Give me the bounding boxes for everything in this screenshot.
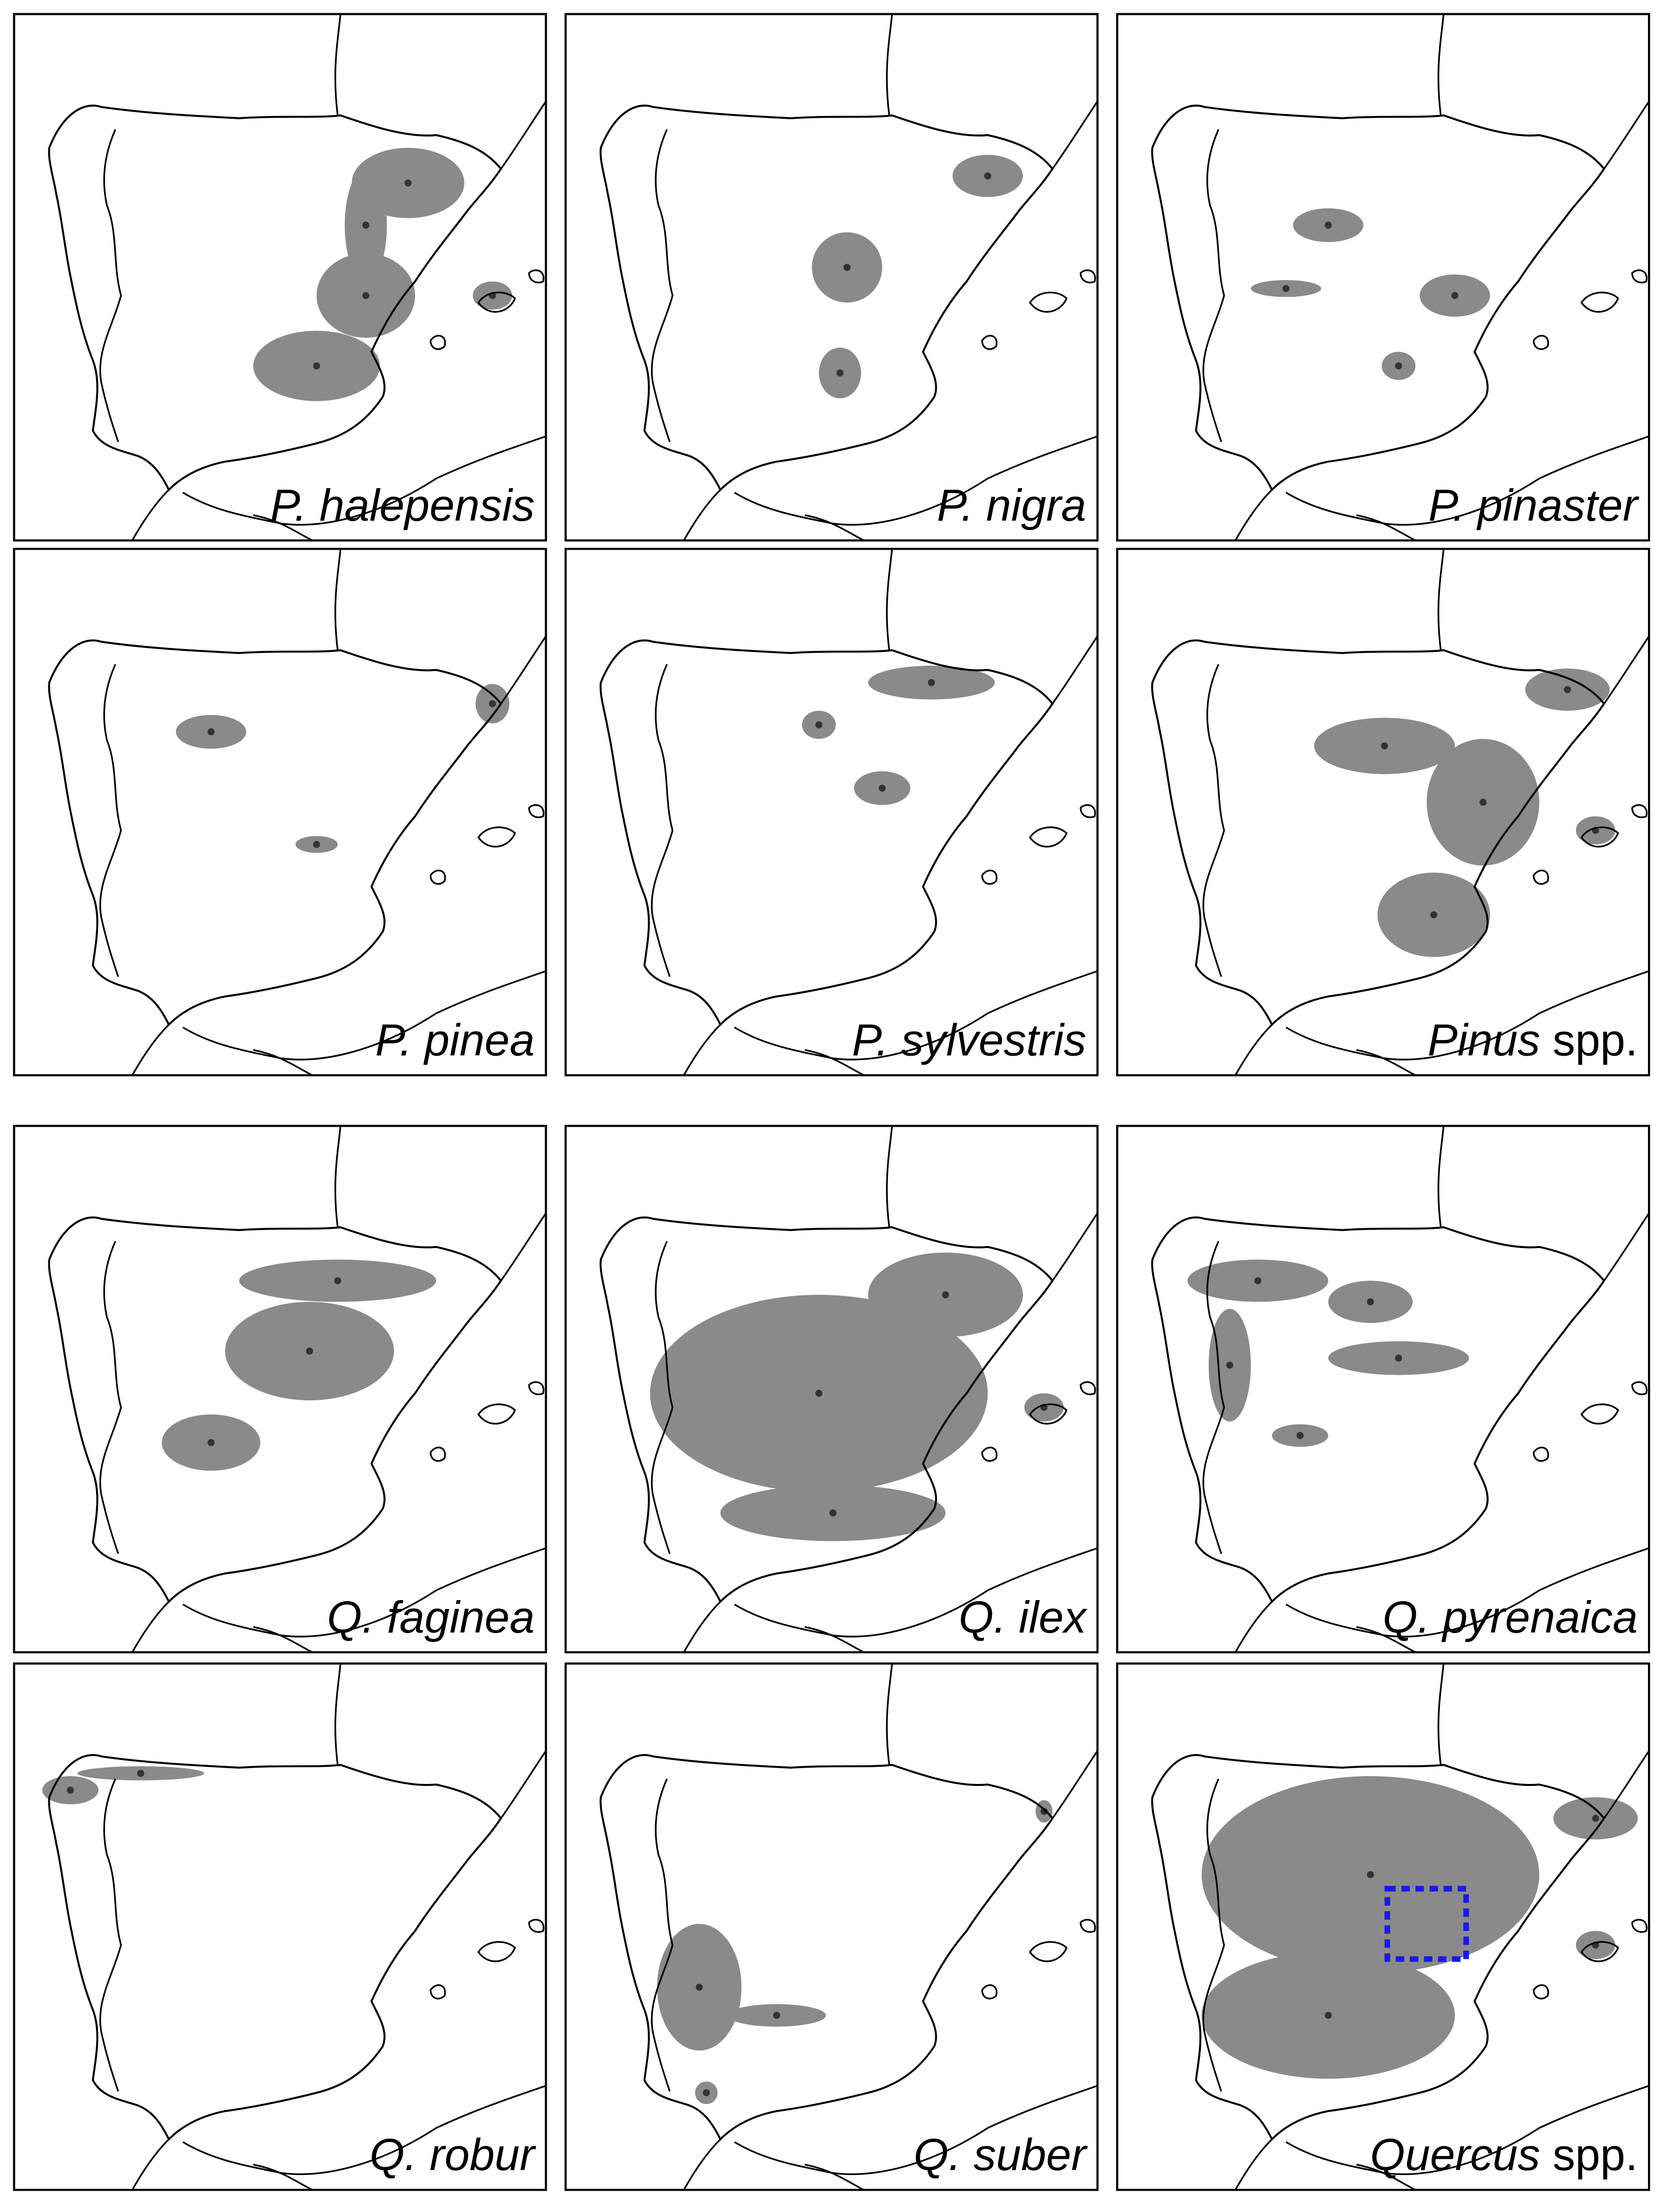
plot-point <box>1282 285 1290 292</box>
plot-point <box>1366 1298 1374 1306</box>
map-panel: P. pinea <box>13 548 547 1076</box>
panel-frame <box>564 548 1099 1076</box>
panel-frame <box>13 1662 547 2191</box>
panel-label: Q. ilex <box>959 1592 1088 1642</box>
plot-point <box>1479 798 1487 806</box>
panel-label: Q. suber <box>913 2130 1088 2180</box>
plot-point <box>67 1786 74 1794</box>
map-panel: Q. ilex <box>564 1125 1099 1654</box>
panel-frame <box>13 13 547 542</box>
map-panel: Pinus spp. <box>1116 548 1650 1076</box>
plot-point <box>773 2012 780 2019</box>
panel-frame <box>1116 13 1650 542</box>
panel-label: P. pinea <box>375 1015 534 1066</box>
panel-label: P. sylvestris <box>852 1015 1086 1066</box>
plot-point <box>696 1984 703 1991</box>
map-panel: P. nigra <box>564 13 1099 542</box>
map-panel: Q. pyrenaica <box>1116 1125 1650 1654</box>
map-panel: P. halepensis <box>13 13 547 542</box>
panel-frame <box>1116 1125 1650 1654</box>
plot-point <box>1395 1355 1402 1362</box>
plot-point <box>362 292 370 299</box>
plot-point <box>1296 1432 1304 1439</box>
species-name: Q. suber <box>913 2130 1088 2180</box>
panel-frame <box>564 1662 1099 2191</box>
plot-point <box>829 1509 837 1517</box>
panel-label: Quercus spp. <box>1370 2130 1638 2180</box>
plot-point <box>942 1291 949 1299</box>
plot-point <box>1451 292 1459 299</box>
species-name: P. halepensis <box>270 480 535 531</box>
plot-point <box>1395 362 1402 370</box>
panel-frame <box>13 548 547 1076</box>
panel-label: P. pinaster <box>1429 480 1640 531</box>
plot-point <box>836 369 844 377</box>
highlight-box <box>1384 1886 1469 1962</box>
plot-point <box>878 785 886 792</box>
species-name: Quercus <box>1370 2130 1540 2180</box>
species-name: P. sylvestris <box>852 1015 1086 1066</box>
plot-point <box>1254 1277 1261 1284</box>
species-name: Pinus <box>1428 1015 1540 1066</box>
plot-point <box>1430 911 1437 919</box>
plot-point <box>334 1277 342 1284</box>
panel-label: Q. pyrenaica <box>1383 1592 1638 1642</box>
panel-frame <box>1116 548 1650 1076</box>
plot-point <box>815 721 823 729</box>
plot-point <box>137 1770 144 1777</box>
plot-point <box>1325 2012 1332 2019</box>
plot-point <box>208 1439 215 1446</box>
map-panel: Q. faginea <box>13 1125 547 1654</box>
species-name: P. pinea <box>375 1015 534 1066</box>
plot-point <box>313 841 320 848</box>
plot-point <box>306 1347 314 1355</box>
map-panel: Quercus spp. <box>1116 1662 1650 2191</box>
panel-label: Q. faginea <box>327 1592 534 1642</box>
plot-point <box>843 264 851 271</box>
panel-label: P. nigra <box>937 480 1086 531</box>
plot-point <box>1040 1808 1048 1815</box>
plot-point <box>928 679 935 686</box>
plot-point <box>208 728 215 736</box>
plot-point <box>1592 1815 1599 1822</box>
species-name: Q. pyrenaica <box>1383 1592 1638 1642</box>
panel-label: Q. robur <box>370 2130 537 2180</box>
map-panel: P. sylvestris <box>564 548 1099 1076</box>
plot-point <box>1226 1361 1233 1369</box>
species-name: Q. robur <box>370 2130 537 2180</box>
plot-point <box>815 1390 823 1397</box>
plot-point <box>489 700 496 708</box>
species-suffix: spp. <box>1553 1015 1638 1066</box>
plot-point <box>1325 221 1332 229</box>
plot-point <box>1381 742 1388 749</box>
plot-point <box>702 2089 710 2097</box>
panel-label: P. halepensis <box>270 480 535 531</box>
plot-point <box>362 221 370 229</box>
species-suffix: spp. <box>1553 2130 1638 2180</box>
panel-label: Pinus spp. <box>1428 1015 1638 1066</box>
map-panel: P. pinaster <box>1116 13 1650 542</box>
species-name: P. nigra <box>937 480 1086 531</box>
species-name: P. pinaster <box>1429 480 1640 531</box>
map-panel: Q. robur <box>13 1662 547 2191</box>
plot-point <box>984 172 991 179</box>
plot-point <box>1564 686 1571 693</box>
species-name: Q. faginea <box>327 1592 534 1642</box>
plot-point <box>1366 1871 1374 1878</box>
plot-point <box>404 179 412 187</box>
map-panel: Q. suber <box>564 1662 1099 2191</box>
species-name: Q. ilex <box>959 1592 1088 1642</box>
plot-point <box>313 362 320 370</box>
